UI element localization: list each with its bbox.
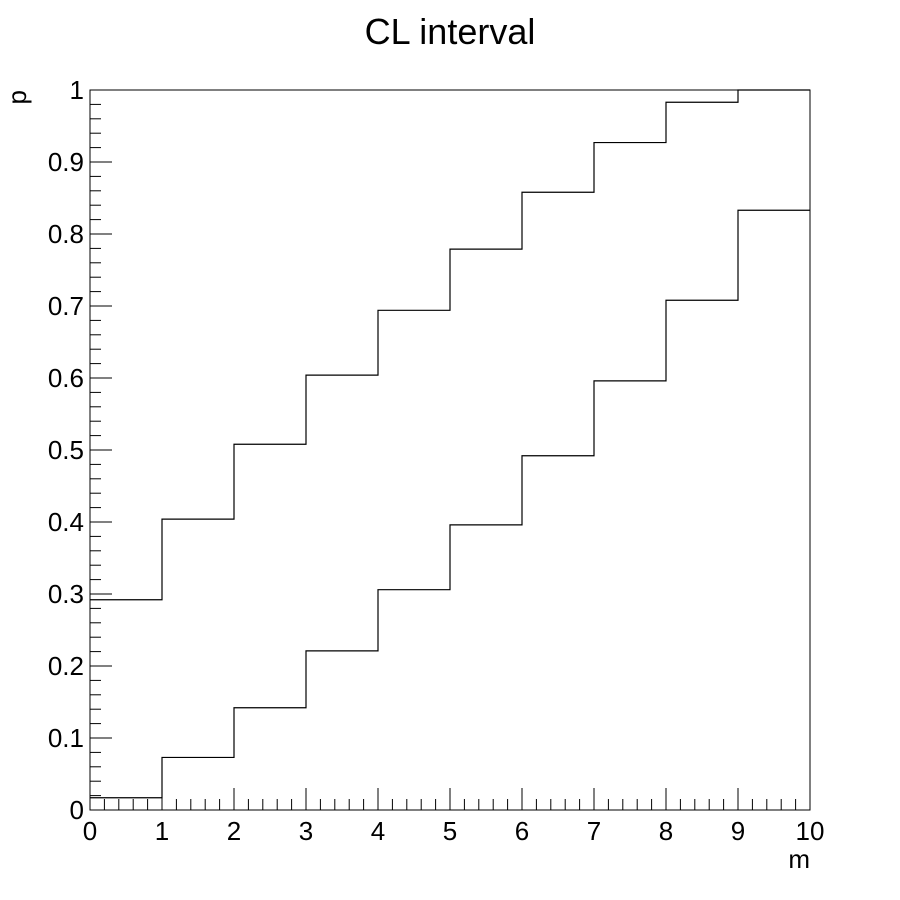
series-layer <box>90 89 810 799</box>
y-tick-label: 0.2 <box>48 651 84 681</box>
x-tick-labels: 0 1 2 3 4 5 6 7 8 9 10 <box>83 816 825 846</box>
x-tick-label: 1 <box>155 816 169 846</box>
x-tick-label: 9 <box>731 816 745 846</box>
x-tick-label: 8 <box>659 816 673 846</box>
x-axis-title: m <box>788 844 810 874</box>
plot-frame <box>89 89 811 811</box>
x-tick-label: 6 <box>515 816 529 846</box>
y-tick-labels: 0 0.1 0.2 0.3 0.4 0.5 0.6 0.7 0.8 0.9 1 <box>48 75 84 825</box>
y-axis-title: p <box>2 90 32 104</box>
series-line-lower <box>90 209 810 799</box>
x-tick-label: 0 <box>83 816 97 846</box>
x-tick-label: 3 <box>299 816 313 846</box>
y-tick-label: 0.6 <box>48 363 84 393</box>
y-tick-label: 0.3 <box>48 579 84 609</box>
x-tick-label: 4 <box>371 816 385 846</box>
x-tick-label: 2 <box>227 816 241 846</box>
series-line-upper <box>90 89 810 601</box>
y-tick-label: 0.1 <box>48 723 84 753</box>
y-tick-label: 1 <box>70 75 84 105</box>
chart-title: CL interval <box>365 11 536 52</box>
y-tick-label: 0 <box>70 795 84 825</box>
minor-ticks <box>90 103 797 810</box>
x-tick-label: 10 <box>796 816 825 846</box>
x-tick-label: 7 <box>587 816 601 846</box>
y-tick-label: 0.5 <box>48 435 84 465</box>
y-tick-label: 0.8 <box>48 219 84 249</box>
y-tick-label: 0.4 <box>48 507 84 537</box>
y-tick-label: 0.9 <box>48 147 84 177</box>
y-tick-label: 0.7 <box>48 291 84 321</box>
x-tick-label: 5 <box>443 816 457 846</box>
major-ticks <box>89 89 811 811</box>
